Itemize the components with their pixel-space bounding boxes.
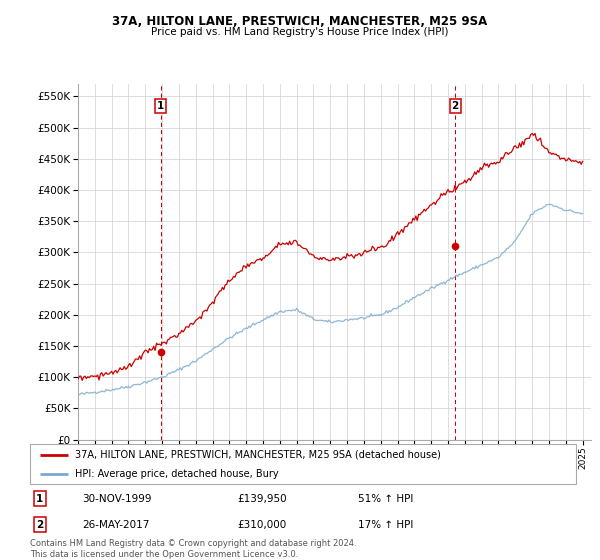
FancyBboxPatch shape	[30, 444, 576, 484]
Text: Price paid vs. HM Land Registry's House Price Index (HPI): Price paid vs. HM Land Registry's House …	[151, 27, 449, 38]
Text: 51% ↑ HPI: 51% ↑ HPI	[358, 493, 413, 503]
Text: 1: 1	[157, 101, 164, 111]
Text: 37A, HILTON LANE, PRESTWICH, MANCHESTER, M25 9SA: 37A, HILTON LANE, PRESTWICH, MANCHESTER,…	[112, 15, 488, 28]
Text: 2: 2	[36, 520, 43, 530]
Text: Contains HM Land Registry data © Crown copyright and database right 2024.
This d: Contains HM Land Registry data © Crown c…	[30, 539, 356, 559]
Text: 30-NOV-1999: 30-NOV-1999	[82, 493, 151, 503]
Text: 17% ↑ HPI: 17% ↑ HPI	[358, 520, 413, 530]
Text: HPI: Average price, detached house, Bury: HPI: Average price, detached house, Bury	[75, 469, 278, 478]
Text: 1: 1	[36, 493, 43, 503]
Text: 2: 2	[451, 101, 459, 111]
Text: £310,000: £310,000	[238, 520, 287, 530]
Text: 26-MAY-2017: 26-MAY-2017	[82, 520, 149, 530]
Text: £139,950: £139,950	[238, 493, 287, 503]
Text: 37A, HILTON LANE, PRESTWICH, MANCHESTER, M25 9SA (detached house): 37A, HILTON LANE, PRESTWICH, MANCHESTER,…	[75, 450, 440, 460]
